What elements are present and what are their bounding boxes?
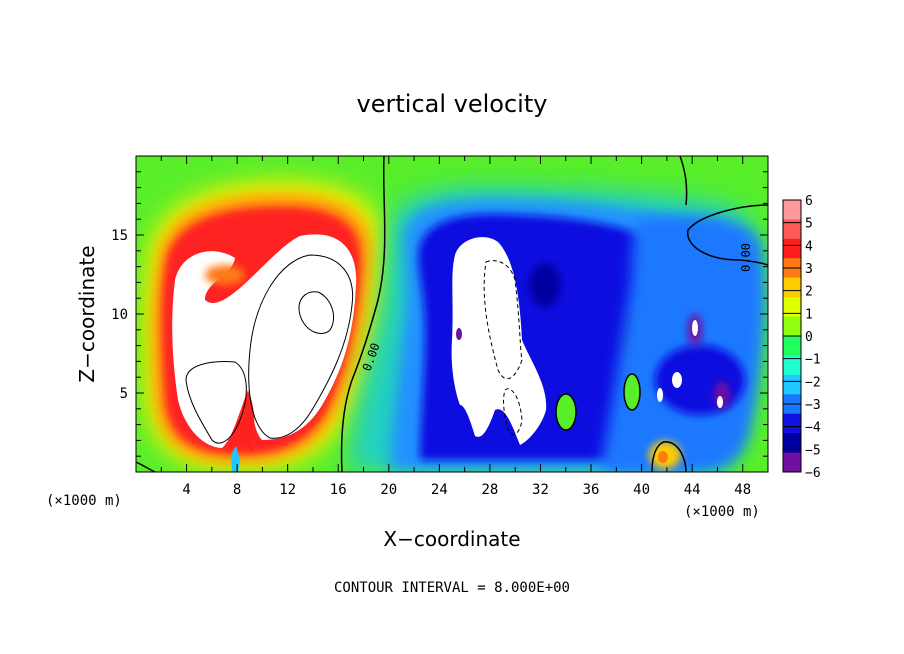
colorbar-swatch [783, 413, 801, 434]
x-tick-label: 4 [182, 482, 190, 498]
colorbar-label: −5 [805, 443, 821, 458]
x-axis: 4 8 12 16 20 24 28 32 36 40 44 48 [160, 156, 751, 498]
colorbar-label: 4 [805, 239, 813, 254]
colorbar-label: −1 [805, 353, 821, 368]
colorbar-label: −4 [805, 421, 821, 436]
downdraft-region-right [556, 215, 765, 472]
contour-interval-note: CONTOUR INTERVAL = 8.000E+00 [334, 580, 570, 596]
y-tick-label: 10 [111, 307, 128, 323]
x-unit-label-right: (×1000 m) [684, 504, 760, 520]
downdraft-core [451, 237, 547, 445]
x-tick-label: 40 [633, 482, 650, 498]
colorbar-label: −6 [805, 466, 821, 481]
colorbar-swatch [783, 355, 801, 376]
colorbar-swatch [783, 336, 801, 356]
colorbar-swatch [783, 452, 801, 473]
x-tick-label: 32 [532, 482, 549, 498]
colorbar-swatch [783, 238, 801, 259]
contour-zero-left [340, 156, 386, 472]
x-unit-label-left: (×1000 m) [46, 493, 122, 509]
updraft-core [172, 234, 357, 448]
colorbar-swatch [783, 200, 801, 220]
contour-lines [136, 156, 768, 472]
x-tick-label: 8 [233, 482, 241, 498]
x-tick-label: 20 [380, 482, 397, 498]
updraft-region [143, 181, 383, 472]
colorbar-swatch [783, 297, 801, 318]
colorbar: 6 5 4 3 2 1 0 −1 −2 −3 −4 −5 −6 [782, 194, 821, 481]
x-tick-label: 16 [330, 482, 347, 498]
colorbar-swatch [783, 316, 801, 337]
contour-lines-thin [185, 254, 523, 444]
colorbar-label: 6 [805, 194, 813, 209]
colorbar-swatch [783, 219, 801, 240]
colorbar-label: −2 [805, 375, 821, 390]
colorbar-label: 5 [805, 217, 813, 232]
y-axis-label: Z−coordinate [75, 245, 99, 382]
plot-area: 0.00 0.00 [136, 156, 768, 472]
colorbar-swatch [783, 277, 801, 298]
x-tick-label: 48 [734, 482, 751, 498]
contour-label-right: 0.00 [739, 243, 753, 272]
colorbar-label: 3 [805, 262, 813, 277]
x-tick-label: 36 [583, 482, 600, 498]
x-tick-label: 24 [431, 482, 448, 498]
y-tick-label: 5 [120, 386, 128, 402]
x-tick-label: 12 [279, 482, 296, 498]
colorbar-swatch [783, 374, 801, 395]
y-axis: 5 10 15 [111, 171, 768, 457]
colorbar-label: 0 [805, 330, 813, 345]
colorbar-label: −3 [805, 398, 821, 413]
colorbar-label: 2 [805, 285, 813, 300]
x-axis-label: X−coordinate [383, 527, 520, 551]
contour-zero-right [687, 204, 768, 266]
y-tick-label: 15 [111, 228, 128, 244]
colorbar-label: 1 [805, 307, 813, 322]
contour-zero-top [679, 156, 688, 206]
x-tick-label: 28 [481, 482, 498, 498]
colorbar-swatch [783, 433, 801, 454]
x-tick-label: 44 [684, 482, 701, 498]
chart-title: vertical velocity [357, 90, 548, 118]
